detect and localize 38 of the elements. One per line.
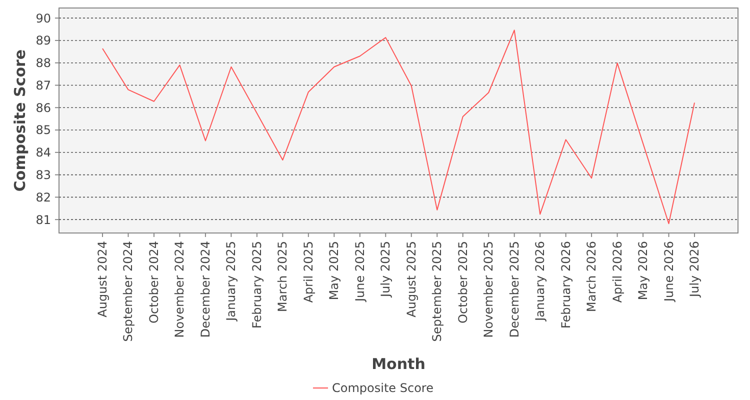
y-tick-label: 86 bbox=[36, 100, 51, 115]
y-tick-label: 90 bbox=[36, 11, 51, 26]
x-tick-label: June 2025 bbox=[352, 241, 367, 302]
legend-label: Composite Score bbox=[332, 381, 434, 396]
x-tick-label: January 2025 bbox=[224, 241, 238, 322]
x-tick-label: January 2026 bbox=[533, 241, 548, 322]
x-tick-label: July 2026 bbox=[688, 241, 702, 298]
line-series bbox=[102, 30, 695, 224]
y-tick-label: 89 bbox=[36, 34, 51, 48]
y-tick-label: 82 bbox=[36, 190, 51, 204]
y-tick-label: 88 bbox=[36, 56, 51, 70]
x-tick-label: September 2025 bbox=[430, 241, 444, 342]
x-tick-label: May 2025 bbox=[327, 241, 342, 300]
x-tick-label: October 2025 bbox=[456, 241, 470, 324]
x-tick-label: April 2025 bbox=[301, 241, 316, 303]
x-tick-label: February 2025 bbox=[250, 241, 264, 329]
x-tick-label: July 2025 bbox=[378, 241, 393, 298]
x-tick-label: October 2024 bbox=[146, 241, 161, 324]
x-tick-label: March 2025 bbox=[276, 241, 290, 312]
x-tick-label: September 2024 bbox=[121, 241, 136, 342]
x-tick-label: March 2026 bbox=[584, 241, 599, 312]
x-tick-label: May 2026 bbox=[636, 241, 650, 300]
x-tick-label: February 2026 bbox=[558, 241, 573, 329]
x-tick-label: August 2024 bbox=[96, 241, 110, 318]
x-tick-label: August 2025 bbox=[404, 241, 418, 318]
x-axis-title: Month bbox=[372, 355, 426, 373]
x-tick-label: December 2024 bbox=[198, 241, 212, 338]
x-tick-label: April 2026 bbox=[610, 241, 624, 303]
y-tick-label: 84 bbox=[36, 146, 51, 160]
x-tick-label: June 2026 bbox=[662, 241, 676, 302]
y-tick-label: 81 bbox=[36, 212, 51, 227]
x-tick-label: November 2025 bbox=[482, 241, 496, 338]
y-tick-label: 87 bbox=[36, 78, 51, 92]
y-axis-title: Composite Score bbox=[11, 49, 29, 192]
y-tick-label: 85 bbox=[36, 123, 51, 138]
x-tick-label: December 2025 bbox=[507, 241, 522, 338]
y-tick-label: 83 bbox=[36, 168, 51, 182]
x-tick-label: November 2024 bbox=[172, 241, 187, 338]
